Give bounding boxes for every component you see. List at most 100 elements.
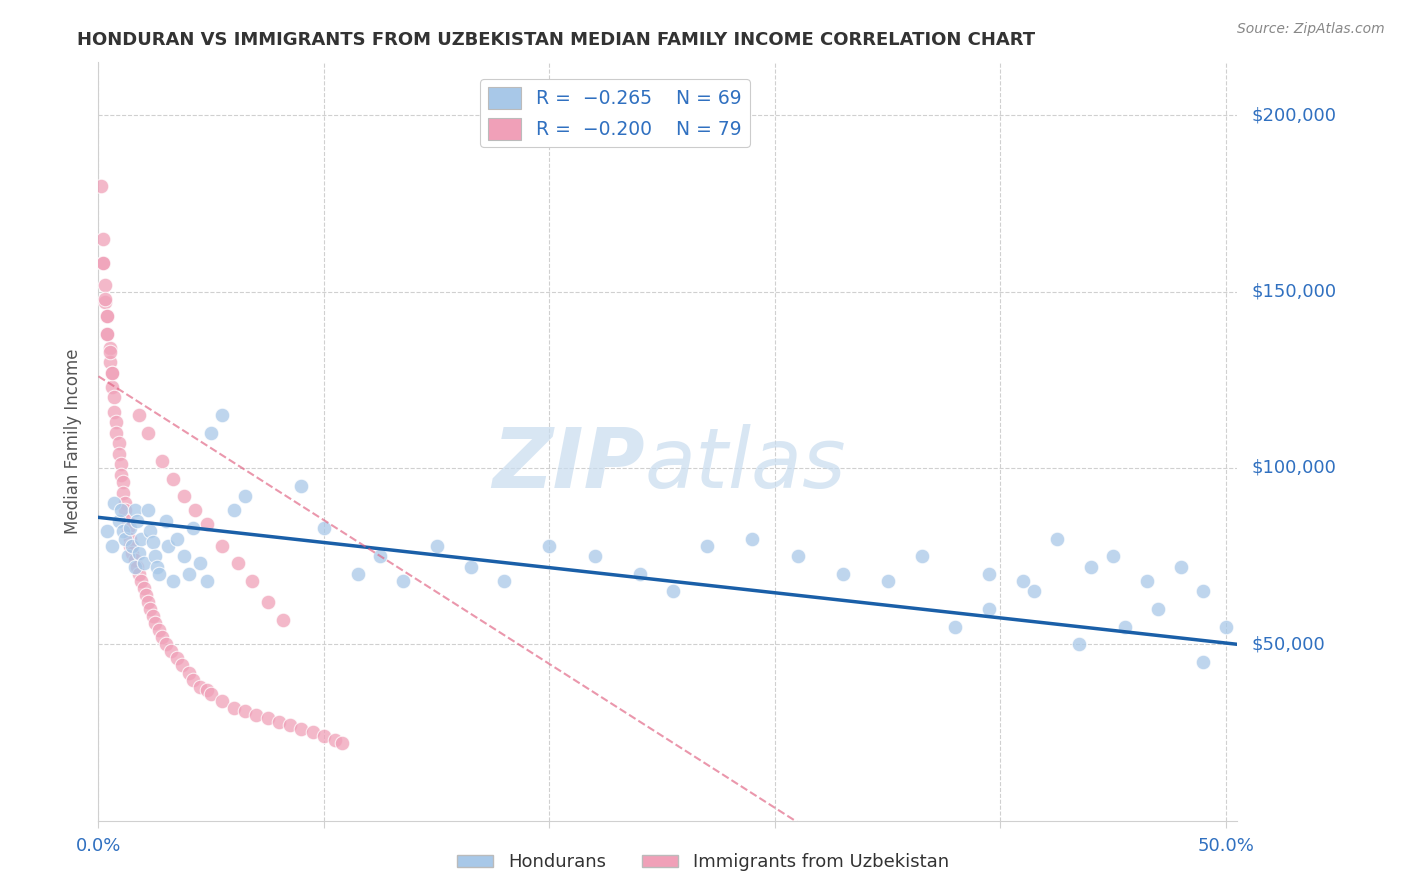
Point (494, 574, 516, 588)
Point (1170, 559, 1192, 574)
Text: $50,000: $50,000 (1251, 635, 1324, 653)
Text: $200,000: $200,000 (1251, 106, 1336, 124)
Point (195, 517, 218, 532)
Point (945, 620, 967, 634)
Point (107, 514, 129, 528)
Point (124, 503, 146, 517)
Point (979, 602, 1001, 616)
Text: HONDURAN VS IMMIGRANTS FROM UZBEKISTAN MEDIAN FAMILY INCOME CORRELATION CHART: HONDURAN VS IMMIGRANTS FROM UZBEKISTAN M… (77, 31, 1035, 49)
Point (583, 549, 606, 563)
Point (90, 178, 112, 193)
Point (112, 475, 135, 489)
Point (211, 539, 233, 553)
Point (910, 549, 932, 563)
Point (96, 326, 118, 341)
Point (98, 355, 121, 369)
Point (143, 549, 166, 563)
Point (1046, 532, 1069, 546)
Point (166, 651, 188, 665)
Point (103, 404, 125, 418)
Point (1136, 574, 1159, 588)
Point (222, 503, 245, 517)
Point (184, 503, 207, 517)
Point (1069, 637, 1091, 651)
Point (290, 722, 312, 736)
Text: 0.0%: 0.0% (76, 838, 121, 855)
Point (1102, 549, 1125, 563)
Point (200, 687, 222, 701)
Point (132, 556, 155, 570)
Legend: Hondurans, Immigrants from Uzbekistan: Hondurans, Immigrants from Uzbekistan (450, 847, 956, 879)
Point (460, 559, 482, 574)
Point (110, 468, 132, 483)
Point (211, 408, 233, 422)
Point (1147, 602, 1170, 616)
Point (121, 546, 143, 560)
Point (143, 616, 166, 631)
Point (132, 581, 155, 595)
Point (200, 425, 222, 440)
Point (301, 725, 323, 739)
Point (135, 588, 157, 602)
Point (112, 485, 135, 500)
Point (979, 566, 1001, 581)
Point (105, 425, 128, 440)
Point (139, 524, 162, 539)
Point (155, 637, 177, 651)
Point (181, 673, 204, 687)
Point (101, 539, 124, 553)
Point (128, 408, 150, 422)
Point (96, 310, 118, 324)
Point (267, 714, 290, 729)
Point (173, 549, 195, 563)
Point (323, 732, 346, 747)
Point (112, 524, 135, 539)
Text: $100,000: $100,000 (1251, 459, 1336, 477)
Point (98, 344, 121, 359)
Point (114, 532, 136, 546)
Point (98, 341, 121, 355)
Point (125, 559, 148, 574)
Y-axis label: Median Family Income: Median Family Income (65, 349, 83, 534)
Point (162, 574, 184, 588)
Point (110, 503, 132, 517)
Point (107, 447, 129, 461)
Point (222, 700, 245, 714)
Point (831, 566, 853, 581)
Point (125, 514, 148, 528)
Point (103, 391, 125, 405)
Text: Source: ZipAtlas.com: Source: ZipAtlas.com (1237, 22, 1385, 37)
Point (110, 458, 132, 472)
Point (101, 366, 124, 380)
Point (124, 552, 146, 566)
Point (157, 539, 180, 553)
Point (195, 574, 218, 588)
Point (150, 454, 173, 468)
Point (129, 574, 152, 588)
Point (96, 326, 118, 341)
Text: 50.0%: 50.0% (1198, 838, 1254, 855)
Point (188, 680, 211, 694)
Point (177, 566, 200, 581)
Point (141, 609, 163, 624)
Point (240, 574, 263, 588)
Point (278, 718, 301, 732)
Point (129, 532, 152, 546)
Point (150, 630, 173, 644)
Point (173, 489, 195, 503)
Point (117, 521, 139, 535)
Point (118, 539, 141, 553)
Point (136, 595, 159, 609)
Point (101, 366, 124, 380)
Point (256, 711, 278, 725)
Point (273, 613, 295, 627)
Point (245, 707, 267, 722)
Text: $150,000: $150,000 (1251, 283, 1336, 301)
Point (426, 539, 449, 553)
Point (128, 546, 150, 560)
Point (368, 549, 391, 563)
Point (312, 521, 335, 535)
Point (141, 535, 163, 549)
Point (155, 514, 177, 528)
Point (330, 736, 353, 750)
